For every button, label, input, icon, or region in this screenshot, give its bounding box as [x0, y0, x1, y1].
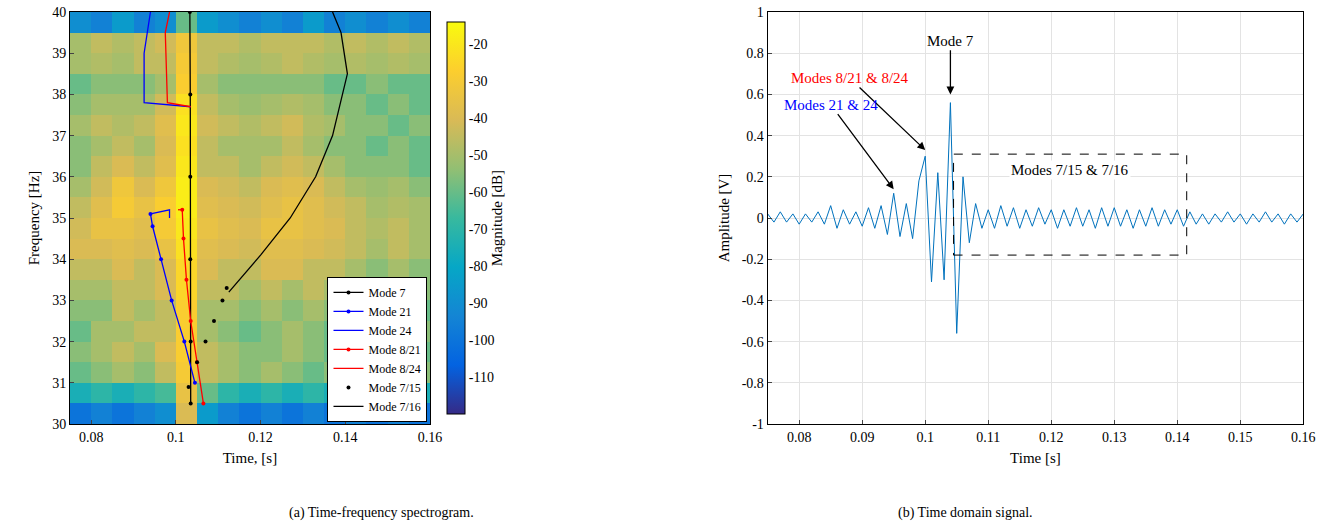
svg-text:31: 31: [52, 376, 66, 391]
svg-text:-50: -50: [469, 148, 488, 163]
svg-text:0.12: 0.12: [1039, 430, 1064, 445]
svg-text:0.1: 0.1: [916, 430, 934, 445]
svg-text:Time, [s]: Time, [s]: [223, 450, 277, 466]
svg-text:Mode 8/21: Mode 8/21: [368, 343, 420, 357]
svg-text:0.6: 0.6: [746, 87, 764, 102]
svg-text:35: 35: [52, 211, 66, 226]
svg-text:Frequency [Hz]: Frequency [Hz]: [26, 171, 42, 266]
svg-text:0.16: 0.16: [1291, 430, 1316, 445]
svg-text:Modes 7/15 & 7/16: Modes 7/15 & 7/16: [1011, 162, 1129, 178]
svg-text:-70: -70: [469, 222, 488, 237]
svg-text:Modes 8/21 & 8/24: Modes 8/21 & 8/24: [791, 70, 909, 86]
svg-text:Mode 7: Mode 7: [927, 33, 974, 49]
svg-text:38: 38: [52, 87, 66, 102]
svg-text:-90: -90: [469, 296, 488, 311]
svg-text:-80: -80: [469, 259, 488, 274]
svg-text:0.14: 0.14: [1165, 430, 1190, 445]
svg-text:1: 1: [757, 5, 764, 20]
svg-text:40: 40: [52, 5, 66, 20]
svg-text:0.1: 0.1: [167, 430, 185, 445]
svg-text:0.4: 0.4: [746, 129, 764, 144]
svg-text:36: 36: [52, 170, 66, 185]
svg-text:0.8: 0.8: [746, 46, 764, 61]
svg-text:-20: -20: [469, 37, 488, 52]
svg-text:39: 39: [52, 46, 66, 61]
svg-text:Mode 7/15: Mode 7/15: [368, 381, 420, 395]
svg-text:37: 37: [52, 129, 66, 144]
svg-text:Time [s]: Time [s]: [1010, 450, 1061, 466]
svg-text:0.14: 0.14: [333, 430, 358, 445]
svg-text:0.08: 0.08: [79, 430, 104, 445]
svg-text:Mode 21: Mode 21: [368, 305, 411, 319]
svg-text:Mode 7/16: Mode 7/16: [368, 400, 420, 414]
svg-text:(a) Time-frequency spectrogram: (a) Time-frequency spectrogram.: [289, 505, 474, 521]
svg-text:-100: -100: [469, 333, 495, 348]
svg-text:0.16: 0.16: [418, 430, 443, 445]
svg-text:-0.2: -0.2: [742, 252, 764, 267]
svg-text:Modes 21 & 24: Modes 21 & 24: [784, 97, 878, 113]
svg-text:0.15: 0.15: [1228, 430, 1253, 445]
svg-text:Magnitude [dB]: Magnitude [dB]: [489, 170, 505, 266]
svg-text:0.09: 0.09: [850, 430, 875, 445]
svg-text:Amplitude [V]: Amplitude [V]: [716, 174, 732, 263]
svg-text:Mode 8/24: Mode 8/24: [368, 362, 420, 376]
svg-text:-60: -60: [469, 185, 488, 200]
svg-text:-0.8: -0.8: [742, 376, 764, 391]
svg-text:34: 34: [52, 252, 66, 267]
svg-text:-30: -30: [469, 74, 488, 89]
svg-text:0.13: 0.13: [1102, 430, 1127, 445]
svg-text:0.11: 0.11: [976, 430, 1000, 445]
svg-text:30: 30: [52, 417, 66, 432]
svg-text:-110: -110: [469, 370, 494, 385]
svg-text:32: 32: [52, 335, 66, 350]
svg-text:0.2: 0.2: [746, 170, 764, 185]
svg-text:33: 33: [52, 293, 66, 308]
svg-text:-40: -40: [469, 111, 488, 126]
svg-text:-0.6: -0.6: [742, 335, 764, 350]
svg-text:Mode 24: Mode 24: [368, 324, 411, 338]
svg-text:Mode 7: Mode 7: [368, 286, 405, 300]
svg-text:(b) Time domain signal.: (b) Time domain signal.: [898, 505, 1033, 521]
svg-text:-1: -1: [752, 417, 764, 432]
svg-text:0.08: 0.08: [787, 430, 812, 445]
svg-text:0: 0: [757, 211, 764, 226]
svg-text:0.12: 0.12: [248, 430, 273, 445]
svg-text:-0.4: -0.4: [742, 293, 764, 308]
